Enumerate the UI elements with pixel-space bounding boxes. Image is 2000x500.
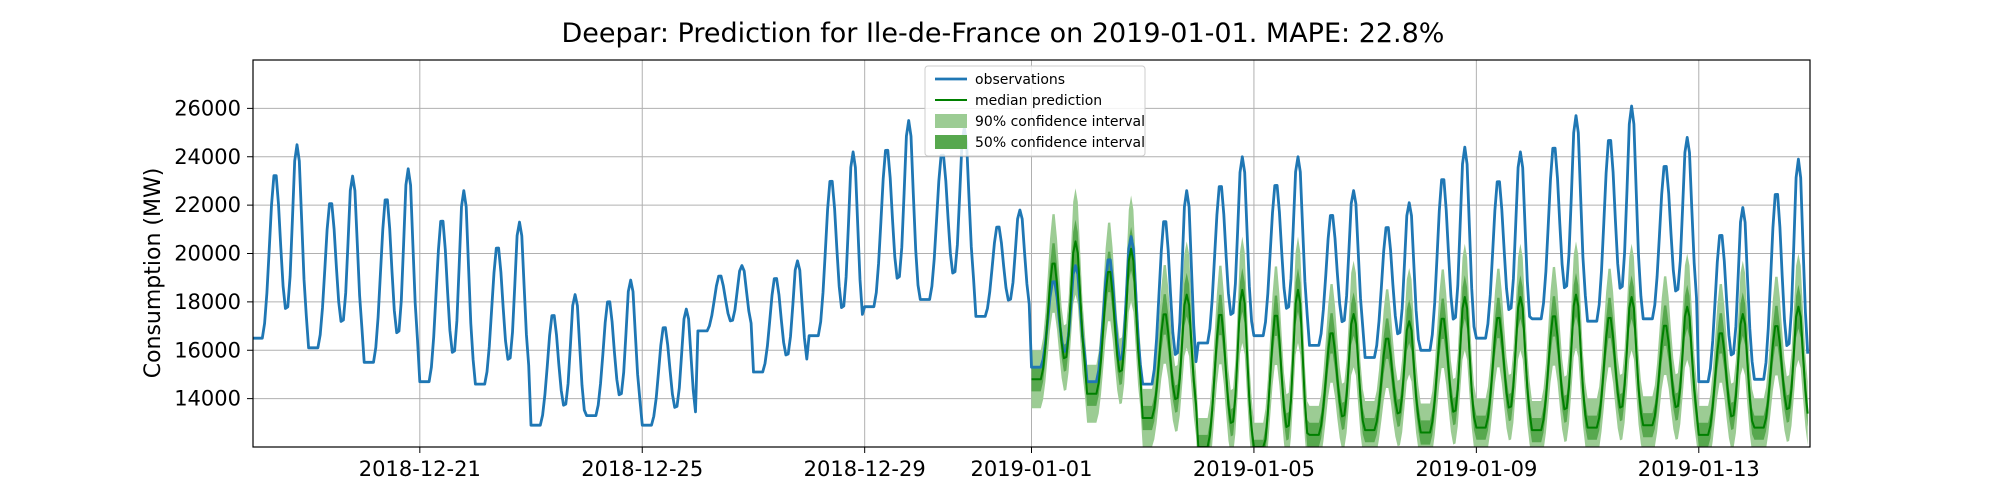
legend-label: observations [975, 72, 1065, 88]
y-tick-label: 20000 [174, 242, 241, 266]
y-tick-label: 24000 [174, 145, 241, 169]
x-tick-label: 2018-12-21 [359, 457, 481, 481]
y-tick-label: 16000 [174, 338, 241, 362]
x-tick-label: 2019-01-13 [1638, 457, 1760, 481]
median-prediction-line [1031, 240, 1809, 447]
x-tick-label: 2019-01-05 [1193, 457, 1315, 481]
legend-label: median prediction [975, 93, 1102, 109]
legend-patch-swatch [935, 114, 967, 128]
legend: observations median prediction 90% confide… [924, 65, 1146, 157]
x-tick-label: 2018-12-25 [581, 457, 703, 481]
y-tick-label: 14000 [174, 387, 241, 411]
y-axis: 14000 16000 18000 20000 22000 24000 26000 [174, 96, 253, 411]
legend-patch-swatch [935, 135, 967, 149]
legend-label: 90% confidence interval [975, 114, 1145, 130]
observations-line [253, 104, 1810, 427]
chart-title: Deepar: Prediction for Ile-de-France on … [562, 18, 1445, 49]
x-tick-label: 2018-12-29 [804, 457, 926, 481]
y-tick-label: 26000 [174, 96, 241, 120]
confidence-bands [1031, 188, 1808, 447]
band-90-percent [1031, 188, 1808, 447]
y-axis-label: Consumption (MW) [141, 168, 166, 379]
y-tick-label: 22000 [174, 193, 241, 217]
y-tick-label: 18000 [174, 290, 241, 314]
legend-label: 50% confidence interval [975, 135, 1145, 151]
x-tick-label: 2019-01-09 [1415, 457, 1537, 481]
x-axis: 2018-12-21 2018-12-25 2018-12-29 2019-01-01… [359, 447, 1760, 481]
series-lines [253, 104, 1810, 447]
legend-box [924, 65, 1146, 157]
x-tick-label: 2019-01-01 [970, 457, 1092, 481]
